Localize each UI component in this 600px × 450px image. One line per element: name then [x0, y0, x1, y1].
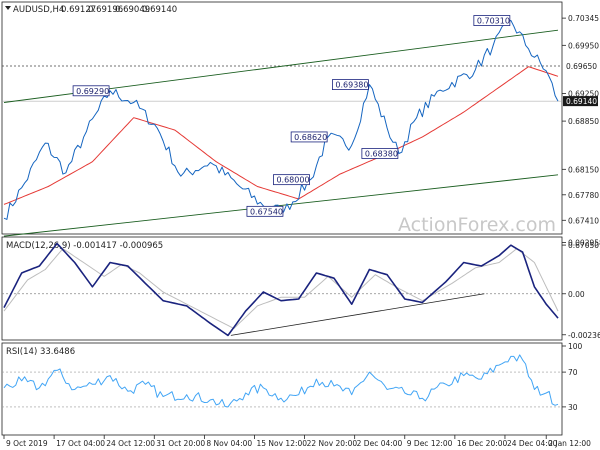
- price-pane-title: AUDUSD,H4 0.69127 0.69196 0.69049 0.6914…: [5, 5, 177, 15]
- ohlc-high: 0.69196: [88, 5, 123, 15]
- macd-axis: 0.002958 0.00 -0.002364: [2, 238, 600, 340]
- price-annotation-label: 0.68620: [294, 133, 327, 142]
- rsi-axis: 100 70 30: [2, 342, 583, 412]
- price-annotation-box: [246, 205, 284, 217]
- price-annotation-label: 0.69290: [76, 87, 109, 96]
- rsi-tick-label: 30: [568, 403, 578, 412]
- macd-title: MACD(12,26,9) -0.001417 -0.000965: [6, 241, 163, 251]
- price-annotation-label: 0.68380: [365, 149, 398, 158]
- price-pane: [1, 1, 563, 235]
- rsi-tick-label: 100: [568, 342, 583, 351]
- macd-tick-label: -0.002364: [568, 331, 600, 340]
- time-tick-label: 9 Dec 12:00: [407, 439, 453, 448]
- macd-signal-line: [3, 248, 559, 329]
- price-annotations: 0.70310 0.69290 0.69380 0.68620 0.68380 0.680…: [72, 15, 511, 217]
- price-tick-label: 0.67050: [568, 241, 599, 250]
- current-price-badge: [563, 96, 598, 107]
- time-tick-label: 17 Oct 04:00: [56, 439, 105, 448]
- level-label: 0.69650: [566, 62, 597, 71]
- time-tick-label: 24 Dec 04:00: [507, 439, 558, 448]
- price-tick-label: 0.68850: [568, 117, 599, 126]
- price-tick-label: 0.68150: [568, 165, 599, 174]
- time-tick-label: 24 Oct 12:00: [106, 439, 155, 448]
- macd-trend-line: [230, 293, 485, 336]
- macd-main-line: [3, 242, 559, 337]
- time-tick-label: 16 Dec 20:00: [457, 439, 508, 448]
- time-tick-label: 8 Nov 04:00: [206, 439, 252, 448]
- moving-average-line: [3, 66, 559, 205]
- price-annotation-box: [72, 85, 110, 97]
- title-arrow-icon: [5, 6, 11, 10]
- rsi-title: RSI(14) 33.6486: [6, 347, 75, 357]
- symbol-title: AUDUSD,H4: [13, 5, 64, 15]
- rsi-line-group: [3, 354, 559, 408]
- rsi-pane: [1, 342, 563, 436]
- price-annotation-label: 0.70310: [477, 17, 510, 26]
- price-tick-label: 0.69250: [568, 90, 599, 99]
- moving-average: [3, 66, 559, 205]
- ohlc-low: 0.69049: [115, 5, 150, 15]
- price-annotation-label: 0.69380: [335, 81, 368, 90]
- current-price-label: 0.69140: [566, 97, 597, 106]
- macd-pane: [1, 236, 563, 341]
- macd-lines: [3, 242, 559, 337]
- price-tick-label: 0.69950: [568, 41, 599, 50]
- time-tick-label: 15 Nov 12:00: [256, 439, 307, 448]
- price-tick-label: 0.70345: [568, 14, 599, 23]
- price-annotation-box: [290, 131, 328, 143]
- price-tick-label: 0.67780: [568, 191, 599, 200]
- rsi-tick-label: 70: [568, 368, 578, 377]
- ohlc-close: 0.69140: [142, 5, 177, 15]
- ohlc-open: 0.69127: [61, 5, 96, 15]
- time-tick-label: 2 Dec 04:00: [357, 439, 403, 448]
- time-tick-label: 2 Jan 12:00: [548, 439, 591, 448]
- price-annotation-box: [332, 79, 369, 90]
- price-annotation-box: [361, 148, 399, 159]
- time-tick-label: 9 Oct 2019: [6, 439, 48, 448]
- rsi-line: [3, 354, 559, 408]
- price-annotation-label: 0.68000: [276, 176, 309, 185]
- price-annotation-label: 0.67540: [250, 207, 283, 216]
- time-tick-label: 31 Oct 20:00: [156, 439, 205, 448]
- price-annotation-box: [273, 174, 310, 186]
- time-axis: 9 Oct 2019 17 Oct 04:00 24 Oct 12:00 31 Oct…: [3, 435, 591, 448]
- price-axis: 0.70345 0.69950 0.69250 0.68850 0.68150 0.677…: [562, 14, 599, 250]
- macd-tick-label: 0.00: [568, 290, 585, 299]
- level-label-bg: [563, 60, 598, 71]
- channel-line: [3, 174, 559, 237]
- price-tick-label: 0.67410: [568, 216, 599, 225]
- price-annotation-box: [473, 15, 511, 26]
- time-tick-label: 22 Nov 20:00: [307, 439, 358, 448]
- watermark: ActionForex.com: [398, 214, 556, 236]
- macd-tick-label: 0.002958: [568, 238, 600, 247]
